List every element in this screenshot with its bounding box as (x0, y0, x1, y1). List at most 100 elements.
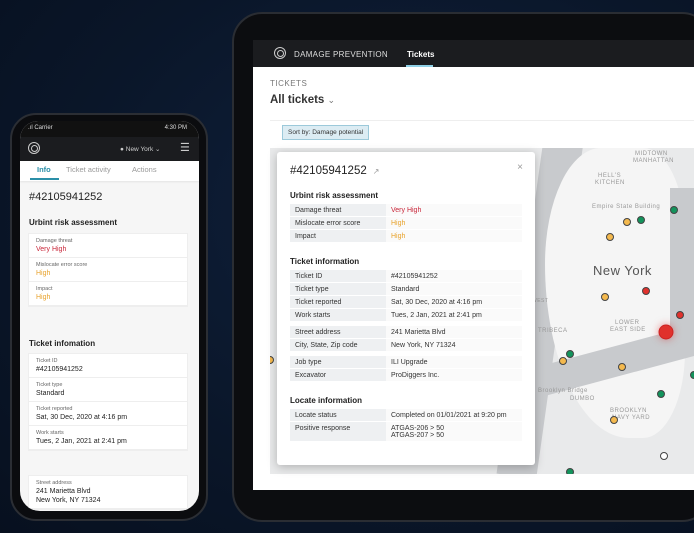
field-label: Mislocate error score (36, 262, 88, 268)
field-value: New York, NY 71324 (36, 497, 101, 504)
field-value: Standard (391, 285, 420, 293)
phone-tabs: Info Ticket activity Actions (20, 161, 199, 181)
field-label: Job type (290, 356, 386, 369)
map-marker-red[interactable] (676, 311, 684, 319)
table-row: Street address 241 Marietta Blvd (290, 326, 522, 339)
field-value: Sat, 30 Dec, 2020 at 4:16 pm (391, 298, 483, 306)
field-value: High (36, 294, 51, 301)
field-value: Very High (391, 206, 422, 214)
map-marker-orange[interactable] (559, 357, 567, 365)
table-row: Job type ILI Upgrade (290, 356, 522, 369)
address-card: Street address 241 Marietta Blvd New York,… (28, 475, 188, 510)
table-row: Positive response ATGAS-206 > 50 ATGAS-207… (290, 421, 522, 442)
table-row: Ticket reported Sat, 30 Dec, 2020 at 4:16… (290, 295, 522, 309)
map-label: Empire State Building (592, 204, 661, 210)
field-value: ATGAS-207 > 50 (391, 431, 444, 439)
map-label: BROOKLYN (610, 408, 647, 414)
location-pin-icon: ● (120, 146, 124, 153)
field-label: Work starts (36, 430, 64, 436)
field-label: Impact (36, 286, 53, 292)
map-label: New York (593, 263, 652, 278)
ticket-number: #42105941252 (29, 191, 103, 203)
field-label: Ticket ID (36, 358, 58, 364)
map-marker-green[interactable] (670, 206, 678, 214)
ticket-section-title: Ticket infomation (29, 339, 96, 348)
field-value: ProDiggers Inc. (391, 371, 440, 379)
hamburger-menu-icon[interactable]: ☰ (180, 142, 190, 154)
tab-ticket-activity[interactable]: Ticket activity (66, 165, 111, 174)
map-marker-green[interactable] (566, 468, 574, 474)
target-icon (28, 142, 40, 154)
map-marker-green[interactable] (690, 371, 694, 379)
field-label: Positive response (290, 421, 386, 442)
location-selector[interactable]: ● New York ⌄ (120, 146, 161, 153)
field-value: #42105941252 (36, 366, 83, 373)
field-label: Damage threat (36, 238, 73, 244)
target-icon (274, 47, 286, 59)
field-label: Ticket reported (36, 406, 73, 412)
field-value: High (391, 232, 406, 240)
sort-button[interactable]: Sort by: Damage potential (282, 125, 370, 140)
tab-info[interactable]: Info (37, 165, 51, 174)
map-marker-red[interactable] (658, 324, 674, 340)
field-value: #42105941252 (391, 272, 438, 280)
map-label: TRIBECA (538, 328, 568, 334)
close-icon[interactable]: × (517, 162, 523, 173)
field-label: Street address (36, 480, 72, 486)
field-label: Locate status (290, 409, 386, 422)
map-marker-none[interactable] (660, 452, 668, 460)
ticket-info-table: Ticket ID #42105941252 Ticket type Standard… (290, 270, 522, 322)
map-marker-green[interactable] (637, 216, 645, 224)
map-marker-orange[interactable] (618, 363, 626, 371)
field-value: 241 Marietta Blvd (36, 488, 91, 495)
map-marker-orange[interactable] (270, 356, 274, 364)
table-row: Mislocate error score High (290, 216, 522, 230)
field-label: Ticket type (36, 382, 63, 388)
table-row: Damage threat Very High (290, 204, 522, 217)
table-row: Impact High (290, 229, 522, 243)
tablet-screen: DAMAGE PREVENTION Tickets TICKETS All ti… (253, 40, 694, 490)
map-marker-red[interactable] (642, 287, 650, 295)
risk-card: Damage threat Very High Mislocate error sc… (28, 233, 188, 307)
map-marker-orange[interactable] (606, 233, 614, 241)
locate-table: Locate status Completed on 01/01/2021 at … (290, 409, 522, 442)
field-value: Tues, 2 Jan, 2021 at 2:41 pm (391, 311, 482, 319)
tab-tickets[interactable]: Tickets (407, 50, 435, 59)
top-nav: DAMAGE PREVENTION Tickets (253, 40, 694, 67)
map-label: EAST SIDE (610, 327, 646, 333)
map-marker-green[interactable] (657, 390, 665, 398)
field-value: New York, NY 71324 (391, 341, 456, 349)
time: 4:30 PM (164, 125, 187, 131)
table-row: City, State, Zip code New York, NY 71324 (290, 338, 522, 352)
risk-table: Damage threat Very High Mislocate error sc… (290, 204, 522, 243)
ticket-detail-modal: #42105941252 ↗ × Urbint risk assessment D… (277, 152, 535, 465)
map-marker-orange[interactable] (610, 416, 618, 424)
field-value: High (36, 270, 51, 277)
map-marker-orange[interactable] (623, 218, 631, 226)
app-name: DAMAGE PREVENTION (294, 50, 389, 59)
external-link-icon[interactable]: ↗ (372, 166, 380, 176)
table-row: Ticket type Standard (290, 282, 522, 296)
map-label: MANHATTAN (633, 158, 674, 164)
risk-section-title: Urbint risk assessment (290, 191, 379, 200)
view-title: All tickets (270, 94, 325, 106)
field-label: Street address (290, 326, 386, 339)
field-label: Excavator (290, 368, 386, 382)
field-label: Ticket type (290, 282, 386, 296)
map-label: MIDTOWN (635, 151, 668, 157)
map-label: WEST (532, 298, 549, 304)
field-value: Completed on 01/01/2021 at 9:20 pm (391, 411, 507, 419)
section-label: TICKETS (270, 79, 308, 88)
field-value: Standard (36, 390, 65, 397)
ticket-section-title: Ticket information (290, 257, 360, 266)
phone-header: ● New York ⌄ ☰ (20, 137, 199, 161)
map-marker-green[interactable] (566, 350, 574, 358)
view-selector[interactable]: All tickets ⌄ (270, 94, 335, 106)
field-value: ILI Upgrade (391, 358, 428, 366)
carrier: .ıl Carrier (28, 125, 53, 131)
field-label: Mislocate error score (290, 216, 386, 230)
map-marker-orange[interactable] (601, 293, 609, 301)
tab-actions[interactable]: Actions (132, 165, 157, 174)
field-label: Work starts (290, 308, 386, 322)
field-value: High (391, 219, 406, 227)
